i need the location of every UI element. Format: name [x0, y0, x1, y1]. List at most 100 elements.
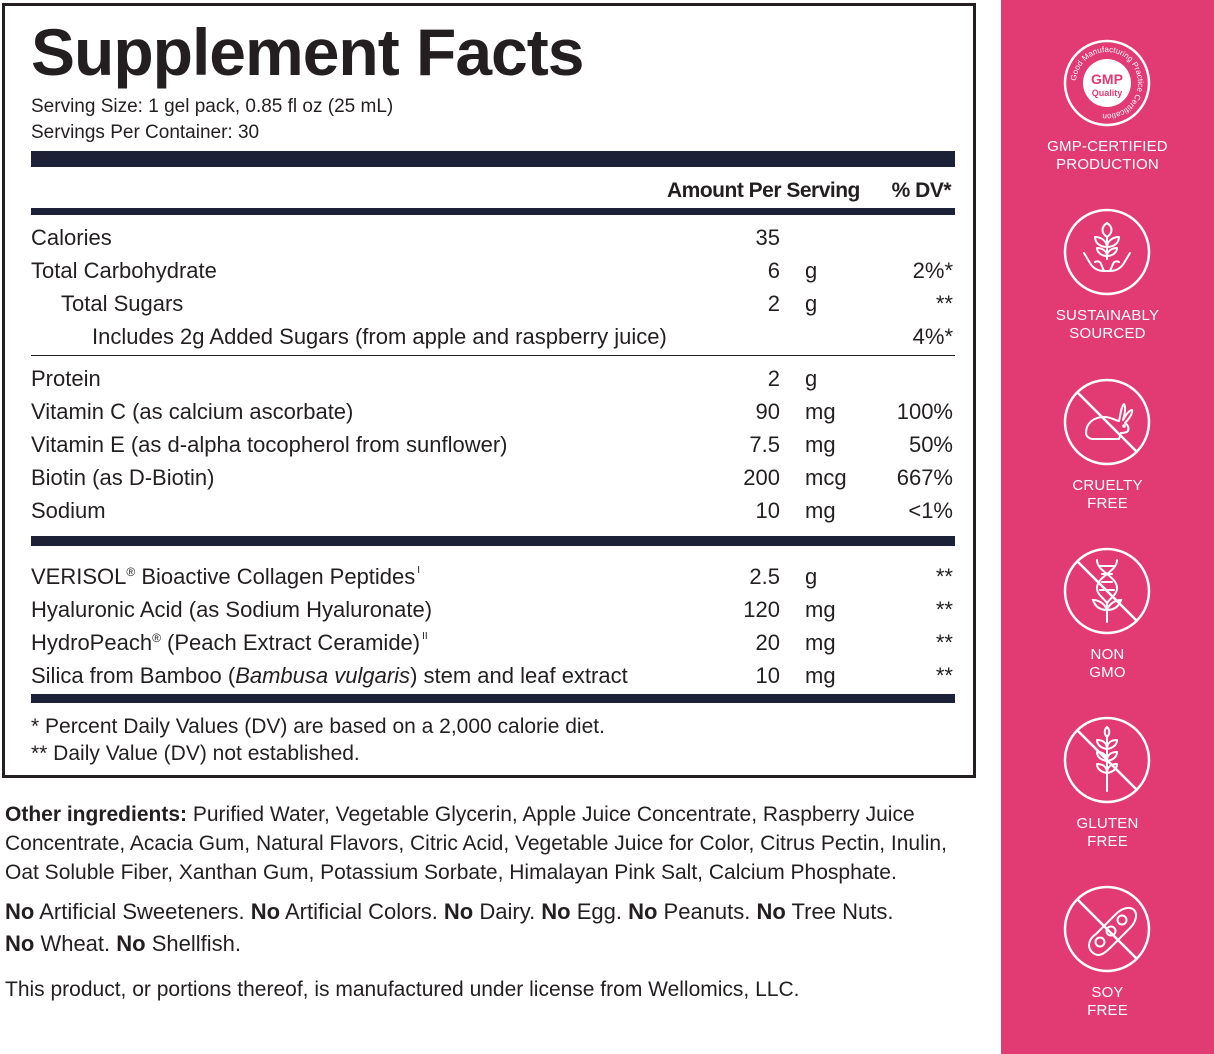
badge-soy-line1: SOY: [1091, 984, 1124, 1001]
badge-non-gmo-line1: NON: [1090, 646, 1125, 663]
badge-cruelty-line2: FREE: [1087, 495, 1128, 512]
nutrient-daily-value: 667%: [896, 465, 953, 490]
other-ingredients: Other ingredients: Purified Water, Veget…: [5, 800, 965, 887]
nutrient-unit: g: [805, 366, 818, 391]
ingredient-amount: 20: [755, 630, 780, 655]
nutrient-daily-value: 100%: [896, 399, 953, 424]
nutrient-unit: g: [805, 258, 818, 283]
gmp-seal-text: GMP: [1091, 71, 1123, 87]
nutrient-row: Total Carbohydrate 6 g 2%*: [5, 256, 975, 286]
nutrient-amount: 6: [767, 258, 780, 283]
license-statement: This product, or portions thereof, is ma…: [5, 978, 800, 1001]
no-label: No: [5, 931, 35, 956]
no-label: No: [628, 899, 658, 924]
ingredient-daily-value: **: [935, 597, 953, 622]
header-daily-value: % DV*: [891, 179, 952, 202]
no-label: No: [250, 899, 281, 924]
nutrient-row: Protein 2 g: [5, 364, 975, 394]
other-ingredients-text: Purified Water, Vegetable Glycerin, Appl…: [5, 803, 947, 884]
free-from-item: Shellfish.: [145, 931, 241, 956]
footnote-dv-not-established: ** Daily Value (DV) not established.: [31, 742, 360, 765]
footnote-marker: II: [422, 631, 428, 642]
ingredient-name-part: HydroPeach: [31, 630, 153, 655]
nutrient-row: Vitamin C (as calcium ascorbate) 90 mg 100%: [5, 397, 975, 427]
nutrient-daily-value: 50%: [908, 432, 953, 457]
thin-divider: [31, 355, 955, 356]
ingredient-name-part: Hyaluronic Acid (as Sodium Hyaluronate): [31, 597, 433, 622]
badge-sustainably-line2: SOURCED: [1069, 325, 1146, 342]
no-label: No: [756, 899, 786, 924]
no-label: No: [116, 931, 146, 956]
ingredient-daily-value: **: [935, 663, 953, 688]
nutrient-amount: 2: [767, 366, 780, 391]
nutrient-daily-value: **: [935, 291, 953, 316]
nutrient-amount: 2: [767, 291, 780, 316]
ingredient-amount: 2.5: [749, 564, 780, 589]
ingredient-row: VERISOL® Bioactive Collagen Peptides I 2.5…: [5, 562, 975, 592]
certification-sidebar: Good Manufacturing Practice Certificatio…: [1001, 0, 1214, 1054]
registered-mark: ®: [152, 631, 161, 645]
free-from-item: Artificial Sweeteners.: [34, 899, 251, 924]
allergen-free-statement: No Artificial Sweeteners. No Artificial …: [5, 896, 965, 960]
ingredient-name-part: Bioactive Collagen Peptides: [135, 564, 416, 589]
ingredient-name: VERISOL® Bioactive Collagen Peptides I: [31, 562, 420, 592]
other-ingredients-label: Other ingredients:: [5, 803, 188, 826]
nutrient-name: Calories: [31, 225, 112, 250]
footnote-percent-dv: * Percent Daily Values (DV) are based on…: [31, 715, 605, 738]
ingredient-unit: mg: [805, 597, 836, 622]
free-from-item: Dairy.: [473, 899, 542, 924]
no-label: No: [5, 899, 35, 924]
gmp-seal-icon: Good Manufacturing Practice Certificatio…: [1063, 39, 1151, 127]
facts-title: Supplement Facts: [31, 15, 584, 89]
nutrient-unit: mg: [805, 399, 836, 424]
nutrient-row: Sodium 10 mg <1%: [5, 496, 975, 526]
badge-soy-line2: FREE: [1087, 1002, 1128, 1019]
nutrient-daily-value: 2%*: [912, 258, 953, 283]
medium-divider: [31, 208, 955, 215]
medium-divider: [31, 694, 955, 703]
ingredient-name: Silica from Bamboo (Bambusa vulgaris) st…: [31, 661, 628, 691]
nutrient-name: Vitamin E (as d-alpha tocopherol from su…: [31, 432, 508, 457]
gmp-quality-text: Quality: [1092, 88, 1123, 98]
nutrient-name: Includes 2g Added Sugars (from apple and…: [92, 324, 667, 349]
ingredient-name-part: (Peach Extract Ceramide): [160, 630, 421, 655]
ingredient-row: Hyaluronic Acid (as Sodium Hyaluronate) 1…: [5, 595, 975, 625]
ingredient-unit: mg: [805, 663, 836, 688]
free-from-item: Wheat.: [34, 931, 117, 956]
free-from-item: Egg.: [570, 899, 629, 924]
nutrient-name: Vitamin C (as calcium ascorbate): [31, 399, 354, 424]
ingredient-name: HydroPeach® (Peach Extract Ceramide) II: [31, 628, 428, 658]
ingredient-name: Hyaluronic Acid (as Sodium Hyaluronate): [31, 595, 432, 625]
ingredient-amount: 10: [755, 663, 780, 688]
nutrient-row: Total Sugars 2 g **: [5, 289, 975, 319]
crossed-wheat-icon: [1063, 716, 1151, 804]
nutrient-name: Sodium: [31, 498, 106, 523]
ingredient-unit: mg: [805, 630, 836, 655]
medium-divider: [31, 536, 955, 546]
nutrient-amount: 10: [755, 498, 780, 523]
ingredient-unit: g: [805, 564, 818, 589]
crossed-rabbit-icon: [1063, 378, 1151, 466]
nutrient-daily-value: <1%: [908, 498, 953, 523]
nutrient-amount: 7.5: [749, 432, 780, 457]
nutrient-unit: mcg: [805, 465, 847, 490]
nutrient-name: Protein: [31, 366, 101, 391]
scientific-name: Bambusa vulgaris: [235, 663, 411, 688]
header-amount-per-serving: Amount Per Serving: [667, 179, 860, 202]
serving-size: Serving Size: 1 gel pack, 0.85 fl oz (25…: [31, 96, 394, 117]
badge-cruelty-line1: CRUELTY: [1072, 477, 1143, 494]
nutrient-unit: mg: [805, 432, 836, 457]
badge-non-gmo-line2: GMO: [1089, 664, 1126, 681]
crossed-dna-icon: [1063, 547, 1151, 635]
nutrient-daily-value: 4%*: [912, 324, 953, 349]
registered-mark: ®: [126, 565, 136, 579]
nutrient-amount: 35: [755, 225, 780, 250]
nutrient-row: Biotin (as D-Biotin) 200 mcg 667%: [5, 463, 975, 493]
ingredient-name-part: VERISOL: [31, 564, 127, 589]
plant-in-hands-icon: [1063, 208, 1151, 296]
ingredient-name-part: ) stem and leaf extract: [410, 663, 628, 688]
badge-gmp-line1: GMP-CERTIFIED: [1047, 138, 1168, 155]
nutrient-name: Biotin (as D-Biotin): [31, 465, 215, 490]
badge-gluten-line2: FREE: [1087, 833, 1128, 850]
free-from-item: Peanuts.: [657, 899, 757, 924]
